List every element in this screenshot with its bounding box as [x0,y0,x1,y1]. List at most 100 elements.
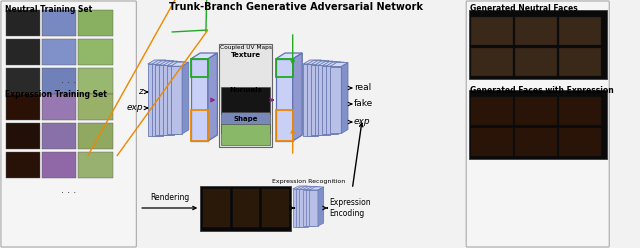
Text: Coupled UV Maps: Coupled UV Maps [220,45,271,50]
FancyBboxPatch shape [42,10,76,36]
Polygon shape [300,186,314,189]
Polygon shape [308,186,314,227]
Polygon shape [208,53,218,141]
FancyBboxPatch shape [6,68,40,94]
Polygon shape [309,187,324,190]
Text: z: z [138,88,143,96]
FancyBboxPatch shape [42,39,76,65]
FancyBboxPatch shape [471,97,513,125]
Text: Expression
Encoding: Expression Encoding [330,198,371,218]
Polygon shape [156,65,167,135]
Polygon shape [319,60,325,136]
Text: Neutral Training Set: Neutral Training Set [4,5,92,14]
Polygon shape [306,187,321,190]
FancyBboxPatch shape [221,87,270,114]
FancyBboxPatch shape [78,123,113,149]
FancyBboxPatch shape [466,1,609,247]
Polygon shape [315,61,333,65]
Polygon shape [309,190,318,226]
FancyBboxPatch shape [559,48,601,76]
Polygon shape [179,62,185,134]
Polygon shape [330,66,341,133]
FancyBboxPatch shape [200,186,291,230]
Polygon shape [307,64,319,136]
Polygon shape [318,187,324,226]
Text: Shape: Shape [233,116,258,122]
Polygon shape [323,66,333,134]
Polygon shape [319,62,337,65]
Polygon shape [341,62,348,133]
Polygon shape [301,186,307,227]
FancyBboxPatch shape [6,94,40,120]
Text: · · ·: · · · [61,78,76,88]
FancyBboxPatch shape [6,152,40,178]
Polygon shape [167,66,179,134]
Polygon shape [323,61,329,135]
Polygon shape [315,187,321,226]
Text: exp: exp [354,118,371,126]
Polygon shape [159,61,177,65]
Polygon shape [330,62,337,135]
FancyBboxPatch shape [219,43,272,147]
Polygon shape [323,62,340,66]
Text: Trunk-Branch Generative Adversarial Network: Trunk-Branch Generative Adversarial Netw… [168,2,422,12]
FancyBboxPatch shape [559,97,601,125]
Text: Expression Recognition: Expression Recognition [271,179,345,184]
Polygon shape [319,65,330,135]
Text: Generated Faces with Expression: Generated Faces with Expression [470,86,614,95]
FancyBboxPatch shape [471,128,513,156]
Polygon shape [292,189,301,227]
Polygon shape [276,59,292,141]
FancyBboxPatch shape [1,1,136,247]
Polygon shape [303,64,315,136]
Polygon shape [307,60,325,64]
Polygon shape [311,65,323,135]
Polygon shape [330,62,348,66]
Polygon shape [303,60,321,64]
FancyBboxPatch shape [6,10,40,36]
Polygon shape [163,62,181,65]
FancyBboxPatch shape [78,94,113,120]
Polygon shape [296,186,310,189]
Polygon shape [303,189,311,226]
Polygon shape [152,64,163,136]
FancyBboxPatch shape [471,17,513,45]
Polygon shape [292,53,302,141]
FancyBboxPatch shape [559,128,601,156]
Text: Texture: Texture [230,52,260,58]
FancyBboxPatch shape [78,152,113,178]
Polygon shape [326,66,337,134]
FancyBboxPatch shape [42,68,76,94]
FancyBboxPatch shape [78,39,113,65]
Polygon shape [315,65,326,135]
Polygon shape [311,61,329,65]
FancyBboxPatch shape [262,189,289,227]
FancyBboxPatch shape [515,17,557,45]
Text: Rendering: Rendering [150,193,189,202]
FancyBboxPatch shape [42,94,76,120]
FancyBboxPatch shape [78,68,113,94]
Text: real: real [354,84,371,93]
FancyBboxPatch shape [42,123,76,149]
Polygon shape [156,61,173,65]
Text: Expression Training Set: Expression Training Set [4,90,107,99]
FancyBboxPatch shape [6,39,40,65]
FancyBboxPatch shape [559,17,601,45]
Polygon shape [148,64,159,136]
Polygon shape [159,65,171,135]
Polygon shape [191,53,218,59]
FancyBboxPatch shape [232,189,259,227]
Polygon shape [152,60,170,64]
Polygon shape [182,62,189,134]
Text: Generated Neutral Faces: Generated Neutral Faces [470,4,578,13]
Polygon shape [148,60,166,64]
FancyBboxPatch shape [468,90,607,158]
FancyBboxPatch shape [42,152,76,178]
FancyBboxPatch shape [515,128,557,156]
Polygon shape [191,59,208,141]
Polygon shape [292,186,307,189]
FancyBboxPatch shape [221,113,270,133]
Polygon shape [175,62,181,135]
Text: · · ·: · · · [61,188,76,198]
Polygon shape [276,53,302,59]
